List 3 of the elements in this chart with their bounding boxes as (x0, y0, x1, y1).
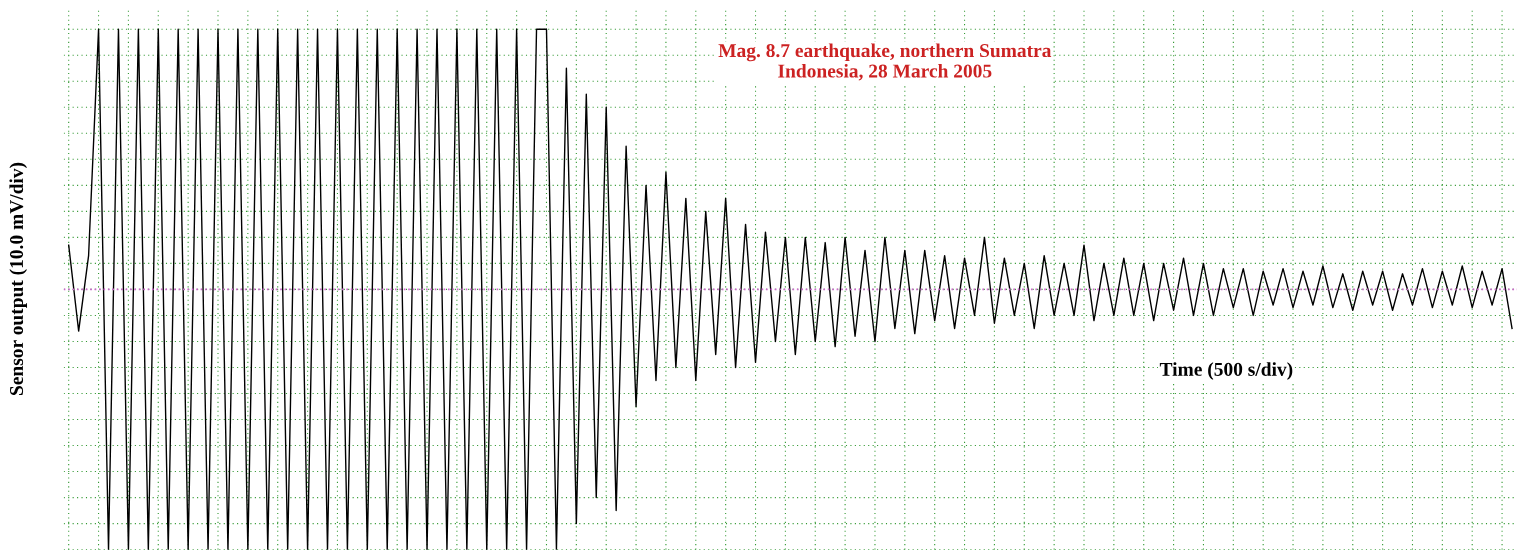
y-axis-title: Sensor output (10.0 mV/div) (9, 162, 28, 396)
x-axis-title: Time (500 s/div) (1159, 362, 1293, 380)
text: Mag. 8.7 earthquake, northern Sumatra Indonesia, 28 March 2005 (718, 43, 1052, 81)
